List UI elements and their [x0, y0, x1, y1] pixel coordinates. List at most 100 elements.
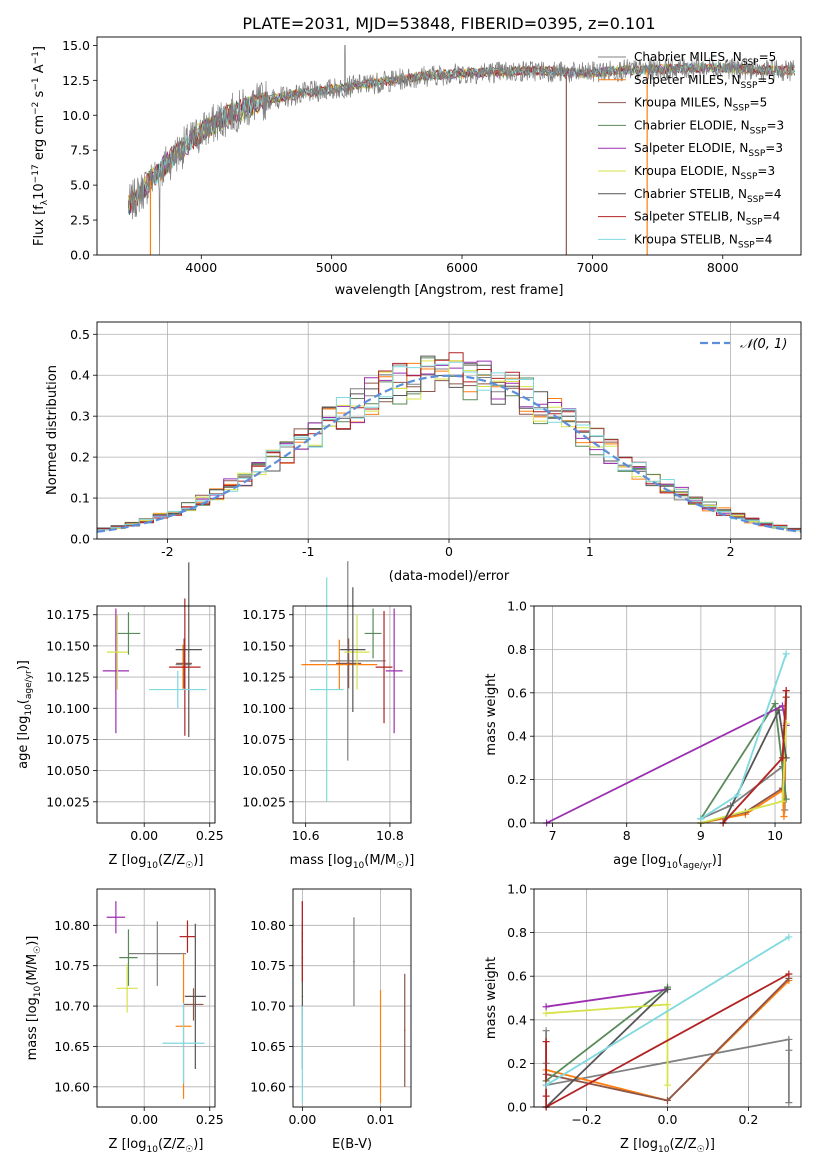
- panel-weight_vs_age: 7 8 9 10 0.0 0.2 0.4 0.6 0.8 1.0 age [log10(age/yr…: [484, 599, 802, 871]
- y-tick-label: 0.0: [507, 816, 527, 831]
- axes-frame: [96, 605, 216, 824]
- plot-area-age_vs_Z: [102, 562, 207, 737]
- y-tick-label: 0.2: [507, 1056, 527, 1071]
- data-point: [116, 651, 119, 653]
- x-tick-label: 6000: [446, 260, 478, 275]
- weight-marker: [780, 812, 788, 820]
- x-tick-label: −0.2: [571, 1112, 601, 1127]
- data-point: [126, 987, 128, 990]
- legend-entry: Kroupa ELODIE, NSSP=3: [634, 164, 775, 182]
- weight-line-3: [545, 986, 669, 1082]
- weight-marker: [785, 1046, 793, 1054]
- data-point: [127, 956, 130, 959]
- x-tick-label: 8000: [707, 260, 739, 275]
- data-point: [338, 663, 341, 666]
- plot-area-weight_vs_Z: [542, 933, 793, 1111]
- panel-residual_hist: -2 -1 0 1 2 0.0 0.1 0.2 0.3 0.4 0.5 (data-model)/er…: [45, 321, 802, 584]
- x-tick-label: 7000: [577, 260, 609, 275]
- axes-frame: [96, 36, 802, 256]
- weight-marker: [775, 706, 783, 714]
- panel-age_vs_Z: 0.00 0.25 10.025 10.050 10.075 10.100 10.125 10…: [16, 562, 224, 871]
- y-tick-label: 10.050: [242, 763, 286, 778]
- plot-area-age_vs_mass: [301, 561, 403, 802]
- weight-marker: [542, 1027, 550, 1035]
- weight-line-8: [545, 936, 790, 1086]
- y-axis-label: age [log10(age/yr)]: [16, 660, 34, 769]
- weight-line-7: [545, 973, 790, 1109]
- data-point: [347, 662, 350, 665]
- axes-frame: [533, 605, 802, 824]
- histogram-step-6: [97, 355, 801, 529]
- x-tick-label: 0.00: [288, 1112, 316, 1127]
- weight-marker: [664, 1081, 671, 1089]
- y-tick-label: 10.150: [242, 638, 286, 653]
- y-tick-label: 0.2: [70, 450, 90, 465]
- spectrum-data-line: [127, 45, 795, 256]
- y-axis-label: mass [log10(M/M☉)]: [25, 936, 43, 1061]
- y-tick-label: 15.0: [62, 38, 90, 53]
- y-tick-label: 5.0: [70, 178, 90, 193]
- y-tick-label: 10.80: [54, 918, 90, 933]
- data-point: [352, 648, 354, 651]
- data-point: [194, 995, 197, 998]
- y-tick-label: 0.4: [70, 368, 90, 383]
- data-point: [182, 1042, 185, 1045]
- axes-frame: [292, 605, 412, 824]
- x-axis-label: wavelength [Angstrom, rest frame]: [335, 283, 564, 298]
- y-tick-label: 10.75: [250, 958, 286, 973]
- data-point: [115, 916, 117, 919]
- y-tick-label: 0.2: [507, 772, 527, 787]
- x-tick-label: 0.01: [367, 1112, 395, 1127]
- data-point: [301, 940, 304, 943]
- y-tick-label: 0.6: [507, 685, 527, 700]
- y-tick-label: 10.125: [46, 670, 90, 685]
- y-tick-label: 10.75: [54, 958, 90, 973]
- y-axis-label: Flux [fλ10−17 erg cm−2 s−1 A−1]: [31, 46, 50, 246]
- x-tick-label: 10.8: [376, 828, 404, 843]
- x-axis-label: age [log10(age/yr)]: [613, 853, 722, 871]
- x-tick-label: -1: [302, 544, 314, 559]
- y-tick-label: 0.8: [507, 925, 527, 940]
- weight-marker: [664, 1096, 671, 1104]
- x-axis-label: Z [log10(Z/Z☉)]: [109, 1137, 204, 1155]
- weight-marker: [785, 933, 793, 941]
- data-point: [372, 632, 374, 635]
- y-tick-label: 10.0: [62, 108, 90, 123]
- y-tick-label: 10.125: [242, 670, 286, 685]
- panel-weight_vs_Z: −0.2 0.0 0.2 0.0 0.2 0.4 0.6 0.8 1.0 Z [log10(Z/Z…: [484, 882, 802, 1155]
- weight-marker: [771, 700, 779, 708]
- data-point: [393, 670, 395, 672]
- y-tick-label: 0.1: [70, 491, 90, 506]
- weight-marker: [664, 1001, 671, 1009]
- y-tick-label: 10.60: [250, 1079, 286, 1094]
- x-tick-label: 1: [586, 544, 594, 559]
- y-axis-label: mass weight: [484, 957, 499, 1039]
- weight-marker: [664, 985, 671, 993]
- legend-entry: Chabrier MILES, NSSP=5: [634, 50, 776, 68]
- axes-frame: [533, 888, 802, 1108]
- weight-marker: [778, 754, 786, 762]
- x-axis-label: Z [log10(Z/Z☉)]: [620, 1137, 715, 1155]
- data-point: [301, 1053, 304, 1056]
- weight-marker: [542, 1003, 550, 1011]
- data-point: [115, 670, 117, 672]
- plot-area-mass_vs_EBV: [301, 901, 406, 1103]
- x-tick-label: 7: [549, 828, 557, 843]
- y-tick-label: 10.70: [250, 999, 286, 1014]
- y-tick-label: 0.0: [70, 248, 90, 263]
- y-tick-label: 10.65: [54, 1039, 90, 1054]
- weight-line-4: [545, 988, 668, 1008]
- data-point: [379, 1045, 382, 1048]
- data-point: [127, 632, 130, 635]
- y-tick-label: 10.075: [242, 732, 286, 747]
- histogram-step-5: [97, 360, 801, 531]
- axes-frame: [96, 888, 216, 1108]
- y-tick-label: 10.60: [54, 1079, 90, 1094]
- legend-entry: Salpeter MILES, NSSP=5: [634, 73, 775, 91]
- legend-entry: Salpeter STELIB, NSSP=4: [634, 210, 780, 228]
- legend-entry: Chabrier STELIB, NSSP=4: [634, 187, 782, 205]
- panel-age_vs_mass: 10.6 10.8 10.025 10.050 10.075 10.100 10.125 10…: [242, 561, 414, 871]
- x-tick-label: -2: [161, 544, 173, 559]
- x-tick-label: 0.00: [130, 1112, 158, 1127]
